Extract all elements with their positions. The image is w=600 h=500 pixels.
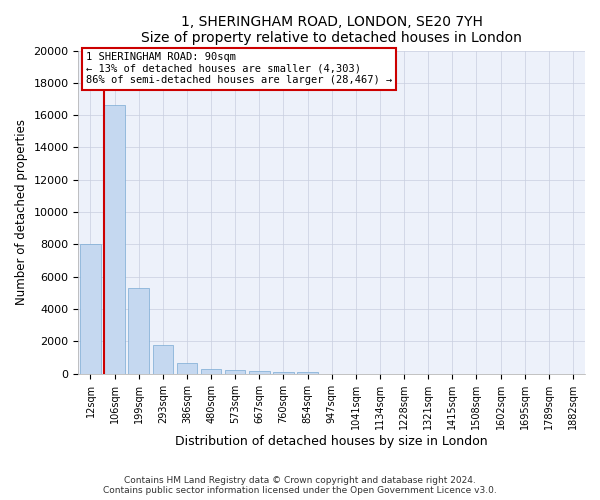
Bar [104, 106, 125, 374]
Bar [201, 368, 221, 374]
X-axis label: Distribution of detached houses by size in London: Distribution of detached houses by size … [175, 434, 488, 448]
Text: 1 SHERINGHAM ROAD: 90sqm
← 13% of detached houses are smaller (4,303)
86% of sem: 1 SHERINGHAM ROAD: 90sqm ← 13% of detach… [86, 52, 392, 86]
Bar [80, 244, 101, 374]
Y-axis label: Number of detached properties: Number of detached properties [15, 119, 28, 305]
Bar [152, 344, 173, 374]
Bar [298, 372, 318, 374]
Bar [249, 372, 269, 374]
Text: Contains HM Land Registry data © Crown copyright and database right 2024.
Contai: Contains HM Land Registry data © Crown c… [103, 476, 497, 495]
Bar [273, 372, 294, 374]
Bar [128, 288, 149, 374]
Title: 1, SHERINGHAM ROAD, LONDON, SE20 7YH
Size of property relative to detached house: 1, SHERINGHAM ROAD, LONDON, SE20 7YH Siz… [141, 15, 522, 45]
Bar [177, 363, 197, 374]
Bar [225, 370, 245, 374]
